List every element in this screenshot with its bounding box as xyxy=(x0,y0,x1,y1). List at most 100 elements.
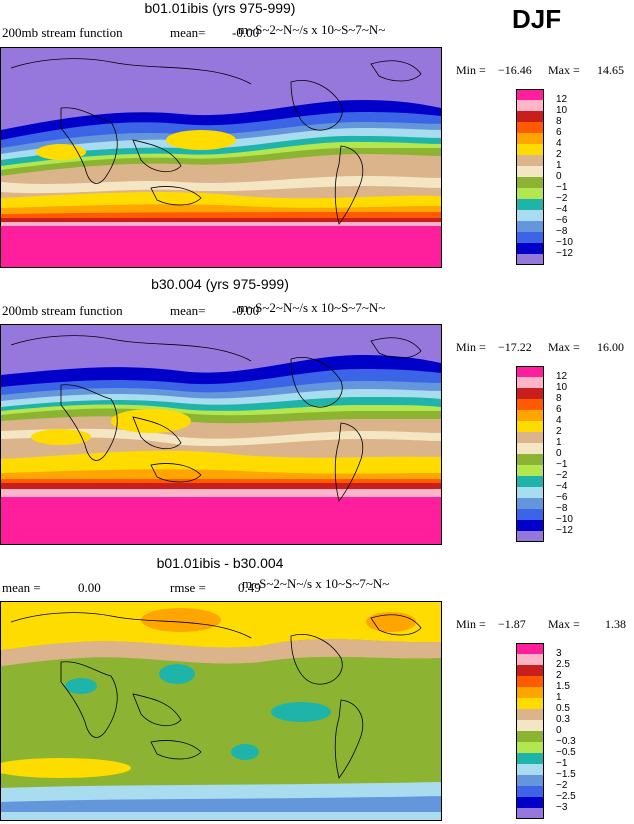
cb3-label-11: −1.5 xyxy=(556,769,576,780)
panel-2-min-label: Min = xyxy=(456,340,486,354)
blob-orange-atlantic xyxy=(366,612,416,632)
blob-orange-asia xyxy=(141,608,221,632)
cb2-swatch-8 xyxy=(516,454,544,465)
cb1-label-1: 10 xyxy=(556,105,568,116)
band-plus12 xyxy=(1,497,441,544)
cb3-swatch-14 xyxy=(516,797,544,808)
panel-2-title: b30.004 (yrs 975-999) xyxy=(151,276,289,292)
cb3-label-0: 3 xyxy=(556,648,562,659)
panel-3-mean-value: 0.00 xyxy=(78,580,101,595)
coastlines xyxy=(10,612,422,779)
cb1-swatch-1 xyxy=(516,100,544,111)
cb3-label-1: 2.5 xyxy=(556,659,570,670)
cb2-label-5: 2 xyxy=(556,426,562,437)
coastlines xyxy=(10,335,422,502)
panel-3-units: m~S~2~N~/s x 10~S~7~N~ xyxy=(242,576,390,591)
panel-2-mean-label: mean= xyxy=(170,303,206,318)
cb2-label-1: 10 xyxy=(556,382,568,393)
panel-3-max-label: Max = xyxy=(548,617,580,631)
cb1-swatch-2 xyxy=(516,111,544,122)
cb2-label-4: 4 xyxy=(556,415,562,426)
panel-1-colorbar: 12 10 8 6 4 2 1 0 −1 −2 −4 −6 −8 −10 −12 xyxy=(516,89,573,270)
panel-3-map-svg xyxy=(1,602,441,820)
cb3-label-3: 1.5 xyxy=(556,681,570,692)
cb1-label-2: 8 xyxy=(556,116,562,127)
cb1-swatch-10 xyxy=(516,199,544,210)
cb2-label-11: −6 xyxy=(556,492,568,503)
cb2-swatch-5 xyxy=(516,421,544,432)
panel-2-max-value: 16.00 xyxy=(597,340,624,354)
cb3-swatch-9 xyxy=(516,742,544,753)
cb1-swatch-11 xyxy=(516,210,544,221)
cb2-swatch-1 xyxy=(516,377,544,388)
cb2-label-3: 6 xyxy=(556,404,562,415)
cb1-label-3: 6 xyxy=(556,127,562,138)
cb2-label-6: 1 xyxy=(556,437,562,448)
panel-3-colorbar: 3 2.5 2 1.5 1 0.5 0.3 0 −0.3 −0.5 −1 −1.… xyxy=(516,643,576,824)
cb1-swatch-0 xyxy=(516,89,544,100)
cb3-label-10: −1 xyxy=(556,758,568,769)
band-polar xyxy=(1,812,441,820)
cb3-label-13: −2.5 xyxy=(556,791,576,802)
panel-1-colorbar-svg xyxy=(516,89,544,265)
panel-3-rmse-value: 0.49 xyxy=(238,580,261,595)
cb2-swatch-12 xyxy=(516,498,544,509)
cb3-label-14: −3 xyxy=(556,802,568,813)
panel-1-min-label: Min = xyxy=(456,63,486,77)
cb3-swatch-2 xyxy=(516,665,544,676)
cb2-swatch-15 xyxy=(516,531,544,542)
cb2-label-12: −8 xyxy=(556,503,568,514)
panel-2-mean-value: -0.00 xyxy=(232,303,260,318)
panel-1-mean-label: mean= xyxy=(170,25,206,40)
panel-1-max-label: Max = xyxy=(548,63,580,77)
panel-3-title: b01.01ibis - b30.004 xyxy=(156,555,284,571)
cb2-swatch-11 xyxy=(516,487,544,498)
cb2-label-2: 8 xyxy=(556,393,562,404)
cb3-swatch-5 xyxy=(516,698,544,709)
coastlines xyxy=(10,58,422,225)
cb3-swatch-8 xyxy=(516,731,544,742)
cb1-swatch-6 xyxy=(516,155,544,166)
cb2-label-14: −12 xyxy=(556,525,573,536)
cb2-label-13: −10 xyxy=(556,514,573,525)
panel-2-variable-label: 200mb stream function xyxy=(2,303,123,318)
cb2-swatch-4 xyxy=(516,410,544,421)
cb2-swatch-3 xyxy=(516,399,544,410)
blob-teal-south xyxy=(231,744,259,760)
cb3-label-4: 1 xyxy=(556,692,562,703)
cb1-label-13: −10 xyxy=(556,237,573,248)
panel-3-colorbar-svg xyxy=(516,643,544,819)
cb3-swatch-13 xyxy=(516,786,544,797)
cb3-label-12: −2 xyxy=(556,780,568,791)
cb3-label-8: −0.3 xyxy=(556,736,576,747)
cb3-label-2: 2 xyxy=(556,670,562,681)
panel-2-units: m~S~2~N~/s x 10~S~7~N~ xyxy=(238,300,386,315)
cb1-label-7: 0 xyxy=(556,171,562,182)
blob-teal-east xyxy=(271,702,331,722)
panel-1-variable-label: 200mb stream function xyxy=(2,25,123,40)
cb3-swatch-0 xyxy=(516,643,544,654)
blob-yellow-south xyxy=(1,758,131,778)
panel-2-colorbar: 12 10 8 6 4 2 1 0 −1 −2 −4 −6 −8 −10 −12 xyxy=(516,366,573,547)
cb3-swatch-11 xyxy=(516,764,544,775)
panel-1-map xyxy=(0,47,442,268)
cb2-swatch-2 xyxy=(516,388,544,399)
region-yellow-north xyxy=(1,602,441,650)
cb3-swatch-3 xyxy=(516,676,544,687)
cb2-label-9: −2 xyxy=(556,470,568,481)
cb1-swatch-5 xyxy=(516,144,544,155)
cb1-swatch-9 xyxy=(516,188,544,199)
band-plus12 xyxy=(1,226,441,267)
panel-1-min-value: −16.46 xyxy=(498,63,532,77)
cb2-label-10: −4 xyxy=(556,481,568,492)
cb2-label-7: 0 xyxy=(556,448,562,459)
cb2-swatch-6 xyxy=(516,432,544,443)
cb3-swatch-15 xyxy=(516,808,544,819)
cb2-label-8: −1 xyxy=(556,459,568,470)
season-label: DJF xyxy=(512,4,562,34)
cb1-swatch-4 xyxy=(516,133,544,144)
cb3-label-7: 0 xyxy=(556,725,562,736)
panel-2-max-label: Max = xyxy=(548,340,580,354)
cb2-swatch-9 xyxy=(516,465,544,476)
cb1-label-14: −12 xyxy=(556,248,573,259)
